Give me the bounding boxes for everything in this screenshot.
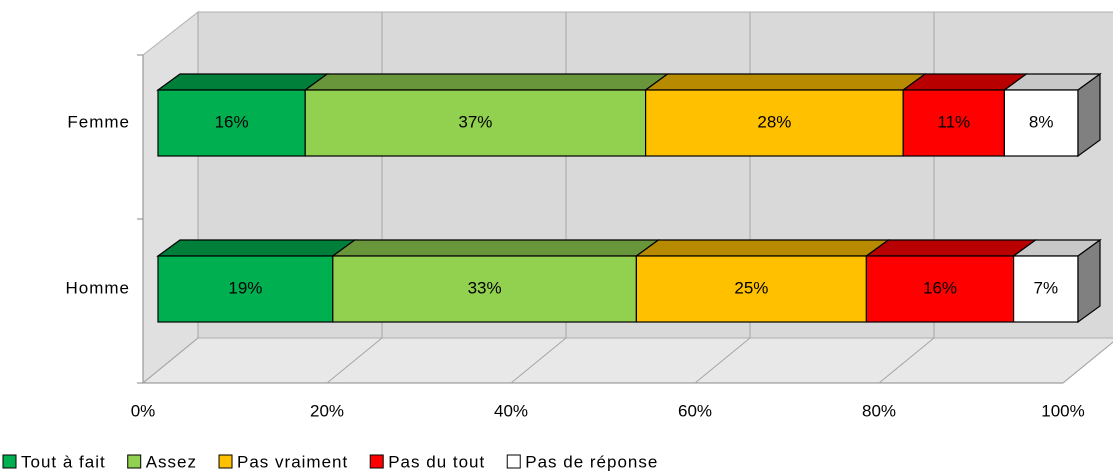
side-wall [142, 10, 199, 385]
bar [902, 89, 1006, 157]
legend-swatch [218, 454, 233, 469]
bar [865, 255, 1015, 323]
bar [332, 255, 637, 323]
x-tick-label: 0% [131, 401, 156, 420]
x-tick-label: 40% [494, 401, 528, 420]
data-label: 37% [458, 112, 492, 131]
bar-top [330, 239, 661, 257]
data-label: 33% [468, 278, 502, 297]
legend-label: Pas du tout [388, 452, 485, 471]
floor [141, 337, 1113, 384]
data-label: 7% [1034, 278, 1059, 297]
legend-swatch [2, 454, 17, 469]
bar-top [643, 73, 928, 91]
bar-top [156, 73, 330, 91]
grid-line [878, 337, 935, 384]
grid-line [326, 337, 383, 384]
bar [1003, 89, 1079, 157]
data-label: 8% [1029, 112, 1054, 131]
legend-label: Pas vraiment [237, 452, 348, 471]
bar-top [864, 239, 1038, 257]
legend-label: Pas de réponse [525, 452, 658, 471]
grid-line [1062, 341, 1113, 384]
bar-top [303, 73, 670, 91]
bar [304, 89, 647, 157]
grid-line [510, 337, 567, 384]
bar-top [634, 239, 891, 257]
data-label: 25% [734, 278, 768, 297]
legend-swatch [369, 454, 384, 469]
data-label: 28% [757, 112, 791, 131]
data-label: 19% [228, 278, 262, 297]
legend-label: Assez [146, 452, 197, 471]
legend-label: Tout à fait [21, 452, 106, 471]
y-tick-label: Femme [67, 112, 130, 131]
x-tick-label: 100% [1041, 401, 1084, 420]
bar-side [1077, 72, 1101, 158]
bar [157, 255, 334, 323]
legend-swatch [506, 454, 521, 469]
data-label: 16% [215, 112, 249, 131]
x-tick-label: 20% [310, 401, 344, 420]
grid-line [694, 337, 751, 384]
x-tick-label: 60% [678, 401, 712, 420]
data-label: 16% [923, 278, 957, 297]
x-tick-label: 80% [862, 401, 896, 420]
bar-side [1077, 238, 1101, 324]
bar [1012, 255, 1079, 323]
grid-line [142, 337, 199, 384]
data-label: 11% [937, 112, 970, 131]
bar-top [156, 239, 357, 257]
legend-swatch [127, 454, 142, 469]
y-tick-label: Homme [65, 278, 130, 297]
